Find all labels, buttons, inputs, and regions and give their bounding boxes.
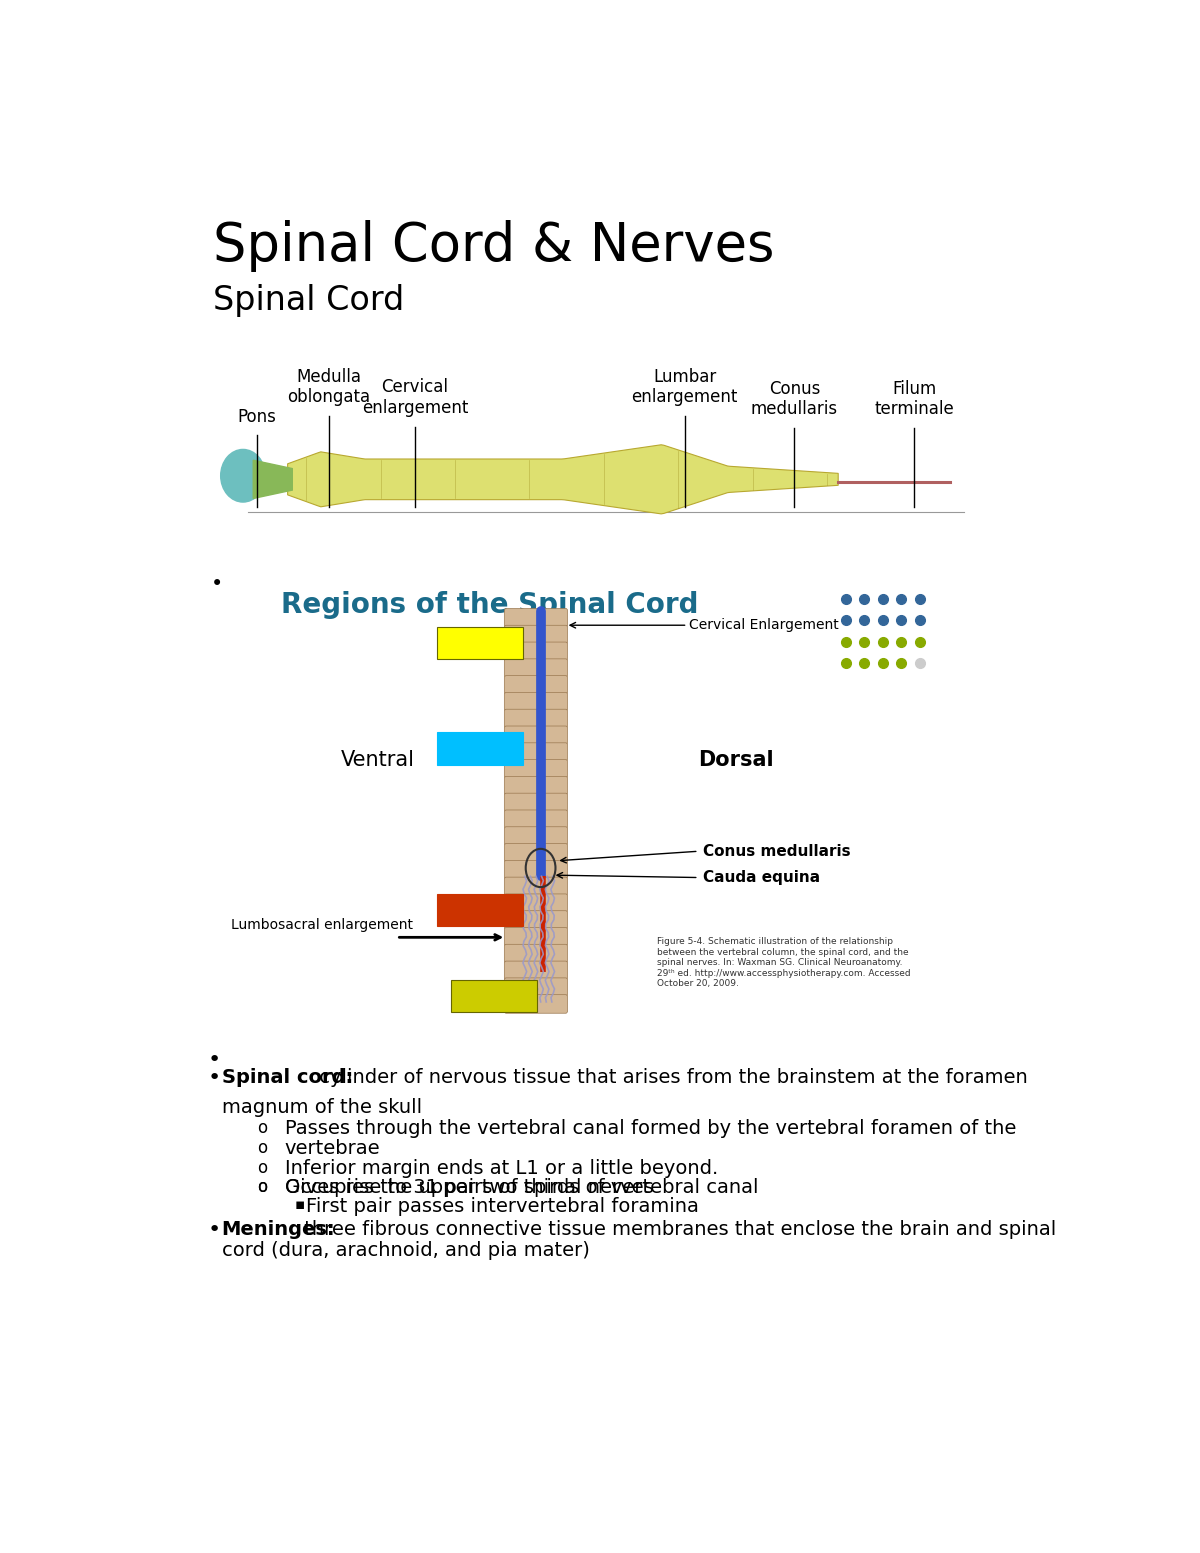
FancyBboxPatch shape bbox=[504, 710, 568, 728]
FancyBboxPatch shape bbox=[504, 641, 568, 660]
FancyBboxPatch shape bbox=[504, 676, 568, 694]
FancyBboxPatch shape bbox=[504, 693, 568, 711]
FancyBboxPatch shape bbox=[437, 893, 523, 926]
FancyBboxPatch shape bbox=[437, 627, 523, 660]
Text: Sacral: Sacral bbox=[468, 988, 521, 1003]
Ellipse shape bbox=[221, 449, 265, 502]
Text: Lumbar
enlargement: Lumbar enlargement bbox=[631, 368, 738, 407]
Text: Cervical Enlargement: Cervical Enlargement bbox=[689, 618, 839, 632]
Text: Conus medullaris: Conus medullaris bbox=[703, 843, 851, 859]
Text: Ventral: Ventral bbox=[341, 750, 415, 770]
Text: o: o bbox=[257, 1177, 268, 1196]
FancyBboxPatch shape bbox=[504, 994, 568, 1013]
FancyBboxPatch shape bbox=[504, 944, 568, 963]
Text: Gives rise to 31 pairs of spinal nerves: Gives rise to 31 pairs of spinal nerves bbox=[284, 1177, 654, 1197]
Polygon shape bbox=[288, 444, 839, 514]
FancyBboxPatch shape bbox=[504, 961, 568, 980]
Text: Inferior margin ends at L1 or a little beyond.: Inferior margin ends at L1 or a little b… bbox=[284, 1159, 718, 1177]
FancyBboxPatch shape bbox=[504, 626, 568, 644]
Text: Regions of the Spinal Cord: Regions of the Spinal Cord bbox=[281, 590, 698, 618]
Text: cord (dura, arachnoid, and pia mater): cord (dura, arachnoid, and pia mater) bbox=[222, 1241, 589, 1259]
Text: Lumbosacral enlargement: Lumbosacral enlargement bbox=[232, 918, 413, 932]
Text: First pair passes intervertebral foramina: First pair passes intervertebral foramin… bbox=[306, 1197, 700, 1216]
FancyBboxPatch shape bbox=[504, 895, 568, 913]
FancyBboxPatch shape bbox=[504, 811, 568, 829]
FancyBboxPatch shape bbox=[504, 860, 568, 879]
Text: magnum of the skull: magnum of the skull bbox=[222, 1098, 421, 1117]
FancyBboxPatch shape bbox=[504, 927, 568, 946]
Text: vertebrae: vertebrae bbox=[284, 1140, 380, 1159]
FancyBboxPatch shape bbox=[504, 877, 568, 896]
Polygon shape bbox=[253, 460, 293, 499]
Text: Meninges:: Meninges: bbox=[222, 1219, 335, 1239]
Text: Cervical
enlargement: Cervical enlargement bbox=[362, 379, 468, 418]
Text: Thoracic: Thoracic bbox=[444, 741, 516, 756]
FancyBboxPatch shape bbox=[504, 843, 568, 862]
Text: o: o bbox=[257, 1140, 268, 1157]
FancyBboxPatch shape bbox=[504, 978, 568, 997]
Text: Pons: Pons bbox=[238, 407, 276, 426]
FancyBboxPatch shape bbox=[504, 759, 568, 778]
Text: •: • bbox=[208, 1050, 221, 1070]
FancyBboxPatch shape bbox=[504, 609, 568, 627]
FancyBboxPatch shape bbox=[504, 826, 568, 845]
FancyBboxPatch shape bbox=[504, 658, 568, 677]
Text: o: o bbox=[257, 1159, 268, 1177]
Text: Dorsal: Dorsal bbox=[698, 750, 774, 770]
Text: Conus
medullaris: Conus medullaris bbox=[751, 379, 838, 418]
FancyBboxPatch shape bbox=[504, 910, 568, 929]
Text: Spinal Cord & Nerves: Spinal Cord & Nerves bbox=[214, 221, 775, 272]
FancyBboxPatch shape bbox=[451, 980, 536, 1013]
Text: Filum
terminale: Filum terminale bbox=[875, 379, 954, 418]
FancyBboxPatch shape bbox=[504, 794, 568, 812]
Text: Cervical: Cervical bbox=[446, 635, 515, 651]
FancyBboxPatch shape bbox=[437, 733, 523, 764]
Text: Lumbar: Lumbar bbox=[448, 902, 512, 918]
Text: Cauda equina: Cauda equina bbox=[703, 870, 821, 885]
FancyBboxPatch shape bbox=[504, 742, 568, 761]
Text: Medulla
oblongata: Medulla oblongata bbox=[287, 368, 370, 407]
Text: o: o bbox=[257, 1120, 268, 1137]
Text: three fibrous connective tissue membranes that enclose the brain and spinal: three fibrous connective tissue membrane… bbox=[298, 1219, 1056, 1239]
Text: Figure 5-4. Schematic illustration of the relationship
between the vertebral col: Figure 5-4. Schematic illustration of th… bbox=[656, 938, 911, 988]
Text: cylinder of nervous tissue that arises from the brainstem at the foramen: cylinder of nervous tissue that arises f… bbox=[313, 1067, 1027, 1087]
Text: •: • bbox=[210, 573, 223, 593]
Text: •: • bbox=[208, 1219, 221, 1239]
FancyBboxPatch shape bbox=[504, 776, 568, 795]
Text: Spinal cord:: Spinal cord: bbox=[222, 1067, 353, 1087]
Text: Occupies the upper two thirds of vertebral canal: Occupies the upper two thirds of vertebr… bbox=[284, 1177, 758, 1197]
FancyBboxPatch shape bbox=[504, 725, 568, 744]
Text: ▪: ▪ bbox=[294, 1197, 305, 1211]
Text: •: • bbox=[208, 1067, 221, 1087]
Text: Passes through the vertebral canal formed by the vertebral foramen of the: Passes through the vertebral canal forme… bbox=[284, 1120, 1016, 1138]
Text: Spinal Cord: Spinal Cord bbox=[214, 284, 404, 317]
Text: o: o bbox=[257, 1177, 268, 1196]
